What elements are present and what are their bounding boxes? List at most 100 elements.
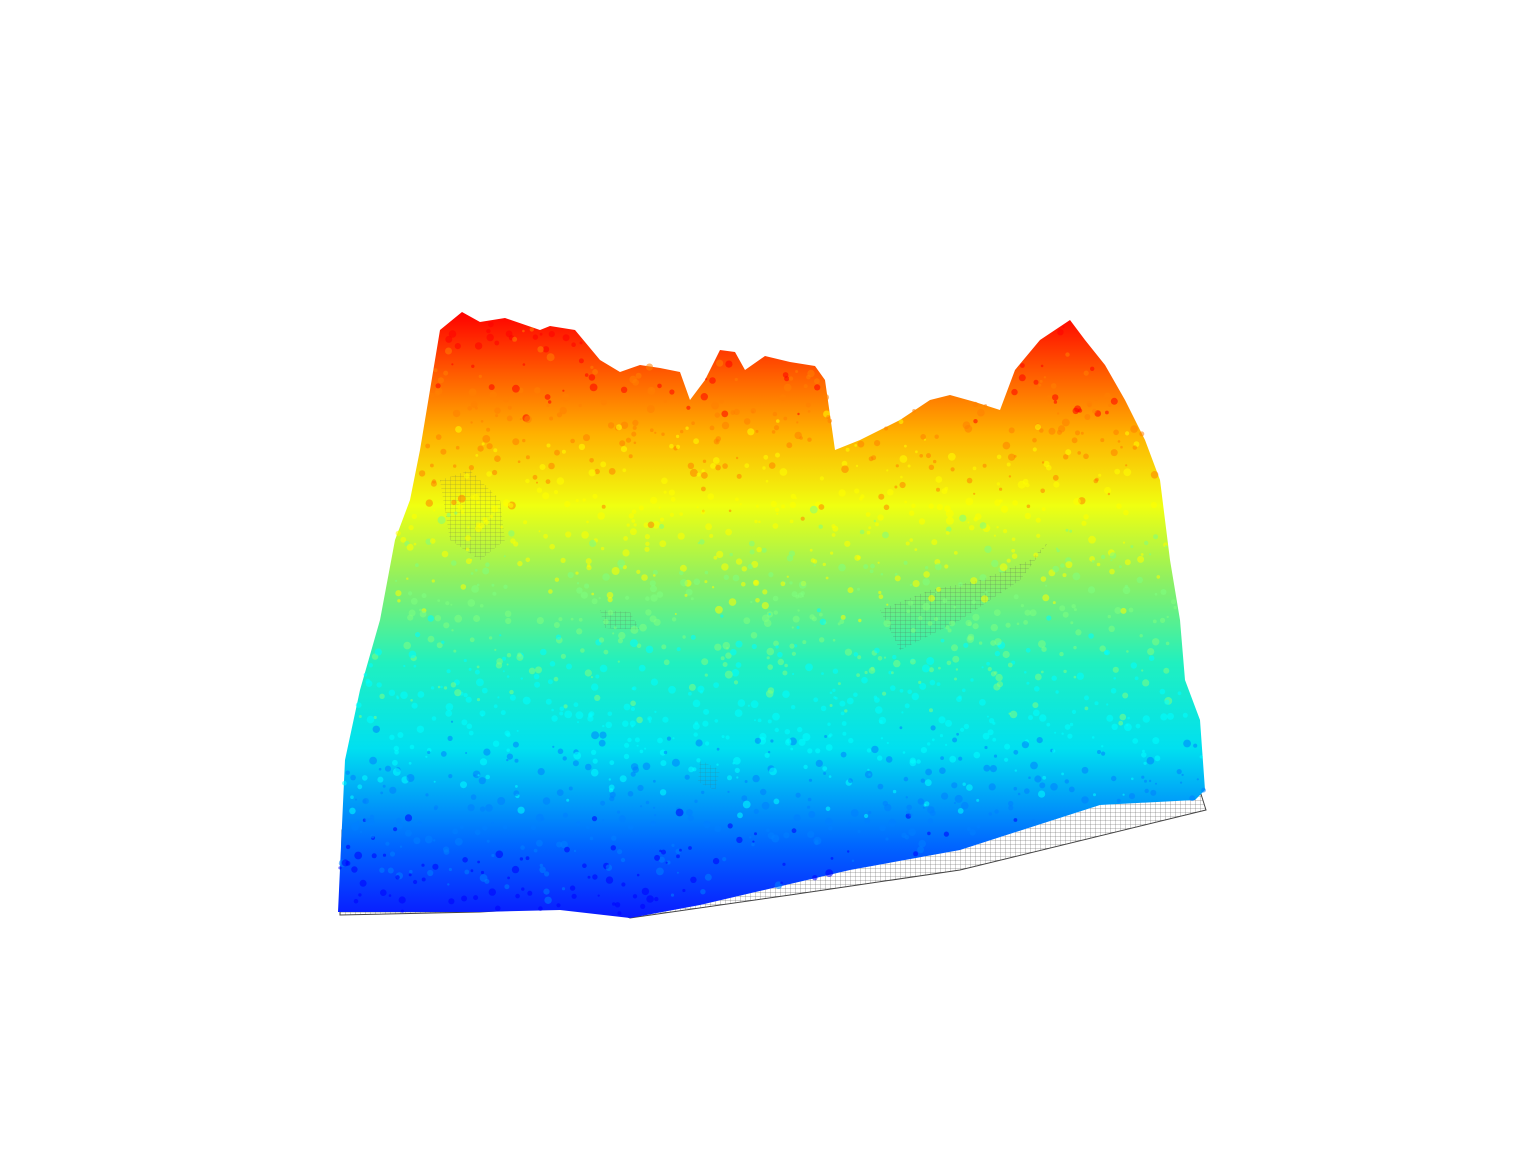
point-cluster (1073, 645, 1077, 650)
point-cluster (542, 492, 550, 500)
point-cluster (772, 411, 778, 417)
point-cluster (480, 420, 484, 423)
point-cluster (1040, 670, 1044, 674)
point-cluster (851, 859, 855, 862)
point-cluster (883, 504, 890, 511)
point-cluster (562, 334, 570, 342)
point-cluster (807, 805, 811, 809)
point-cluster (410, 699, 413, 702)
point-cluster (1093, 793, 1096, 797)
point-cluster (846, 697, 854, 705)
point-cluster (995, 673, 1003, 682)
point-cluster (1050, 783, 1058, 791)
point-cluster (1038, 383, 1042, 387)
point-cluster (542, 797, 551, 805)
point-cluster (392, 768, 401, 776)
point-cluster (513, 790, 520, 797)
point-cluster (443, 370, 449, 376)
point-cluster (1029, 609, 1037, 617)
point-cluster (396, 822, 403, 830)
point-cluster (724, 670, 733, 679)
point-cluster (1080, 431, 1084, 435)
point-cluster (537, 346, 544, 353)
point-cluster (906, 804, 912, 811)
point-cluster (733, 757, 741, 765)
point-cluster (500, 525, 503, 529)
point-cluster (425, 443, 431, 449)
point-cluster (895, 464, 899, 468)
point-cluster (433, 509, 436, 512)
point-cluster (993, 609, 1001, 616)
point-cluster (440, 448, 447, 455)
point-cluster (576, 582, 580, 585)
point-cluster (482, 396, 486, 400)
point-cluster (1126, 650, 1129, 653)
point-cluster (535, 666, 542, 674)
point-cluster (814, 378, 820, 385)
point-cluster (1032, 447, 1037, 452)
point-cluster (448, 774, 453, 779)
point-cluster (735, 662, 742, 668)
point-cluster (748, 540, 755, 547)
point-cluster (504, 730, 511, 737)
point-cluster (871, 745, 879, 754)
point-cluster (954, 794, 963, 803)
point-cluster (737, 699, 746, 707)
point-cluster (653, 806, 656, 809)
point-cluster (994, 650, 1001, 657)
point-cluster (595, 674, 600, 679)
point-cluster (351, 822, 359, 831)
point-cluster (1034, 775, 1042, 783)
point-cluster (870, 563, 875, 569)
point-cluster (761, 547, 767, 553)
point-cluster (491, 821, 494, 825)
point-cluster (875, 706, 883, 714)
point-cluster (393, 827, 398, 832)
point-cluster (1008, 427, 1015, 434)
point-cluster (630, 771, 636, 777)
point-cluster (1033, 379, 1039, 385)
point-cluster (934, 563, 942, 571)
point-cluster (576, 587, 583, 594)
point-cluster (918, 680, 922, 685)
point-cluster (755, 598, 760, 603)
point-cluster (1108, 403, 1112, 407)
point-cluster (451, 560, 457, 566)
point-cluster (571, 893, 577, 899)
point-cluster (666, 860, 671, 865)
point-cluster (539, 866, 546, 874)
point-cluster (818, 504, 825, 510)
point-cluster (864, 670, 868, 675)
point-cluster (1030, 761, 1038, 770)
point-cluster (795, 594, 800, 599)
point-cluster (701, 790, 705, 795)
point-cluster (468, 667, 472, 671)
point-cluster (721, 421, 730, 430)
point-cluster (775, 645, 779, 649)
point-cluster (882, 691, 887, 696)
point-cluster (592, 369, 598, 375)
point-cluster (584, 373, 589, 377)
point-cluster (483, 748, 491, 756)
point-cluster (368, 663, 373, 668)
point-cluster (632, 894, 638, 899)
point-cluster (481, 687, 488, 694)
point-cluster (966, 827, 971, 831)
point-cluster (728, 509, 732, 513)
point-cluster (1170, 599, 1177, 605)
point-cluster (474, 829, 481, 836)
point-cluster (811, 616, 817, 622)
point-cluster (988, 783, 996, 791)
point-cluster (751, 643, 757, 650)
point-cluster (548, 589, 553, 594)
point-cluster (838, 563, 846, 572)
point-cluster (585, 825, 590, 830)
point-cluster (474, 669, 480, 675)
point-cluster (1002, 441, 1011, 450)
point-cluster (821, 672, 824, 675)
point-cluster (1048, 427, 1056, 435)
point-cluster (777, 658, 784, 666)
point-cluster (839, 700, 846, 707)
